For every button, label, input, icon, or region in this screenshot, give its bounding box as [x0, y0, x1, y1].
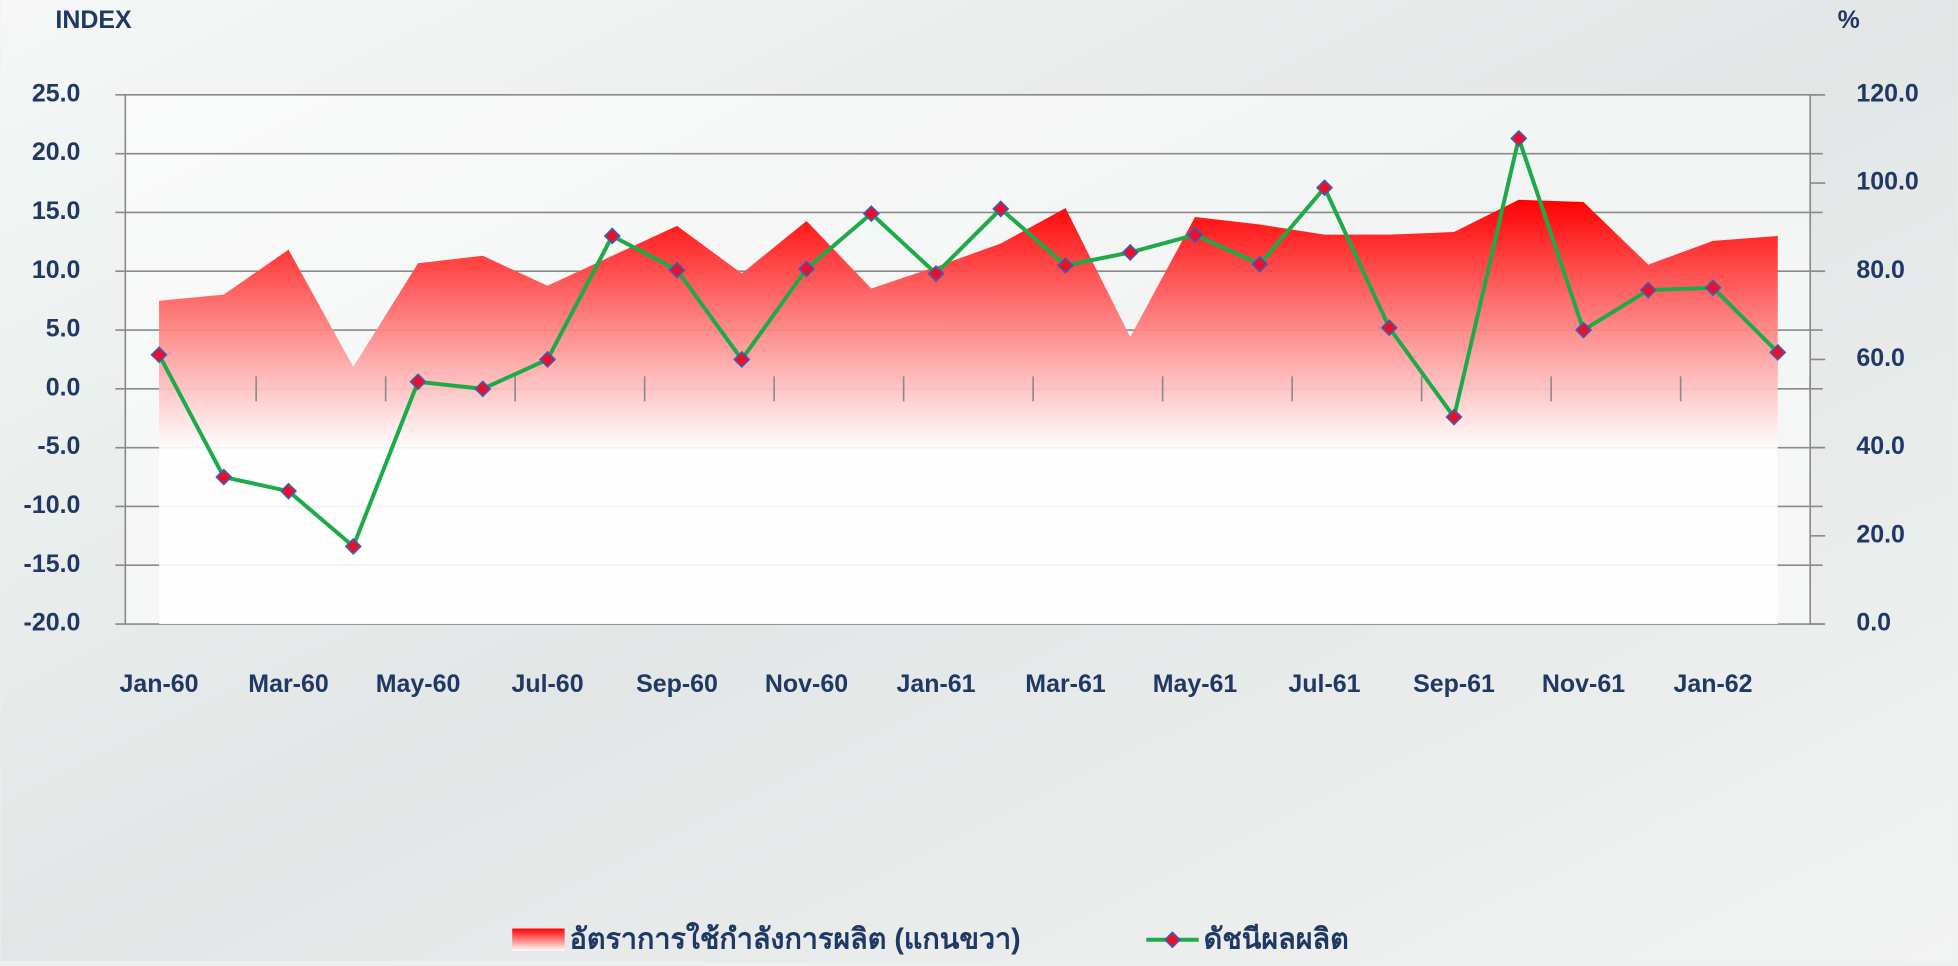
x-tick-label: Sep-61: [1413, 670, 1495, 698]
x-tick-label: Jan-60: [119, 670, 198, 698]
y2-axis-title: %: [1838, 6, 1860, 34]
x-tick-label: Mar-60: [248, 670, 328, 698]
x-tick-label: Nov-60: [765, 670, 848, 698]
y2-tick-label: 80.0: [1856, 256, 1905, 284]
x-tick-label: Jan-61: [896, 670, 975, 698]
y-tick-label: 0.0: [46, 373, 81, 401]
legend-label: อัตราการใช้กำลังการผลิต (แกนขวา): [570, 922, 1021, 956]
y-tick-label: -10.0: [24, 491, 81, 519]
legend-label: ดัชนีผลผลิต: [1204, 924, 1349, 956]
x-tick-label: May-61: [1153, 670, 1238, 698]
y2-tick-label: 120.0: [1856, 79, 1918, 107]
y2-tick-label: 60.0: [1856, 344, 1905, 372]
y-tick-label: -5.0: [37, 432, 80, 460]
chart: INDEX % -20.0 -15.0 -10.0 -5.0 0.0 5.0 10.0 15.…: [0, 0, 1958, 961]
y2-tick-label: 0.0: [1856, 609, 1891, 637]
y-tick-label: 10.0: [32, 256, 81, 284]
y2-tick-label: 20.0: [1856, 520, 1905, 548]
x-tick-label: Mar-61: [1025, 670, 1106, 698]
x-tick-label: Sep-60: [636, 670, 718, 698]
x-tick-label: Jan-62: [1673, 670, 1752, 698]
x-tick-label: Nov-61: [1542, 670, 1625, 698]
y2-tick-label: 100.0: [1856, 168, 1918, 196]
x-tick-label: May-60: [376, 670, 461, 698]
legend-swatch: [512, 929, 564, 951]
y-axis-title: INDEX: [55, 6, 132, 34]
y2-tick-label: 40.0: [1856, 432, 1905, 460]
y-tick-label: 25.0: [32, 79, 81, 107]
y-tick-label: 5.0: [46, 315, 81, 343]
y-tick-label: -15.0: [24, 550, 81, 578]
y-tick-label: 15.0: [32, 197, 81, 225]
y-tick-label: -20.0: [24, 609, 81, 637]
x-tick-label: Jul-61: [1288, 670, 1360, 698]
page: {"chart_data": {"type": "combo", "y_labe…: [0, 0, 1958, 961]
x-tick-label: Jul-60: [511, 670, 583, 698]
y-tick-label: 20.0: [32, 138, 81, 166]
